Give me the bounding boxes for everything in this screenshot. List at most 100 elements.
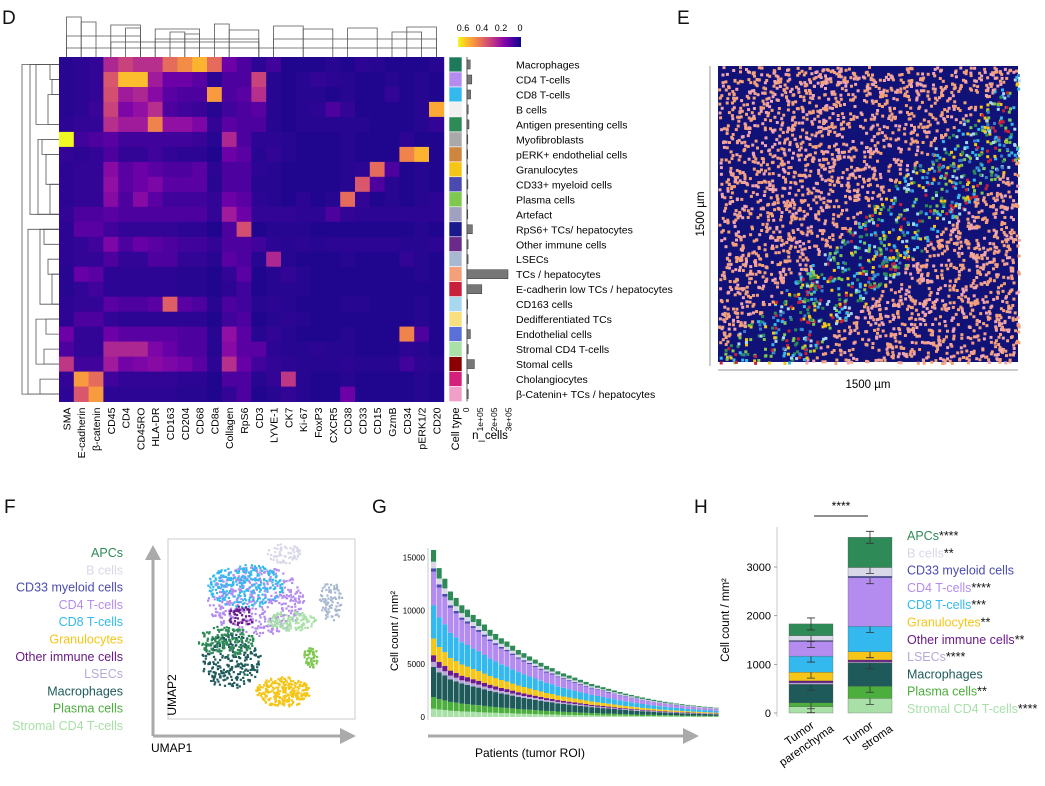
spatial-cell-dot <box>972 219 976 223</box>
spatial-cell-dot <box>828 245 832 249</box>
spatial-cell-dot <box>942 157 946 161</box>
spatial-cell-dot <box>885 136 889 140</box>
spatial-cell-dot <box>955 222 959 226</box>
spatial-cell-dot <box>924 212 928 216</box>
umap-point <box>258 620 261 623</box>
spatial-cell-dot <box>769 119 773 123</box>
spatial-cell-dot <box>974 197 978 201</box>
heatmap-cell <box>162 161 178 178</box>
heatmap-cell <box>236 311 252 328</box>
umap-point <box>255 632 258 635</box>
heatmap-cell <box>177 131 193 148</box>
spatial-cell-dot <box>980 74 984 78</box>
spatial-cell-dot <box>881 230 885 234</box>
spatial-cell-dot <box>771 179 775 183</box>
heatmap-cell <box>310 341 326 357</box>
spatial-cell-dot <box>739 238 743 242</box>
spatial-cell-dot <box>884 75 888 79</box>
spatial-cell-dot <box>766 73 769 77</box>
heatmap-cell <box>236 206 252 223</box>
heatmap-cell <box>429 221 445 238</box>
spatial-cell-dot <box>969 337 973 341</box>
spatial-cell-dot <box>735 87 739 91</box>
spatial-cell-dot <box>863 166 867 170</box>
spatial-cell-dot <box>958 109 962 112</box>
spatial-cell-dot <box>751 227 754 231</box>
spatial-cell-dot <box>915 160 919 164</box>
umap-point <box>227 567 230 570</box>
spatial-cell-dot <box>829 70 833 74</box>
heatmap-cell <box>399 176 415 193</box>
spatial-cell-dot <box>760 73 764 77</box>
spatial-cell-dot <box>841 150 844 154</box>
spatial-cell-dot <box>878 253 882 257</box>
umap-point <box>259 623 262 626</box>
spatial-cell-dot <box>994 212 998 215</box>
umap-point <box>225 582 228 585</box>
spatial-cell-dot <box>996 236 1000 240</box>
spatial-cell-dot <box>772 84 776 88</box>
spatial-cell-dot <box>770 212 774 216</box>
heatmap-cell-type-label: pERK+ endothelial cells <box>516 149 627 161</box>
umap-point <box>270 600 273 603</box>
spatial-cell-dot <box>823 222 827 226</box>
umap-point <box>264 595 267 598</box>
spatial-cell-dot <box>993 129 997 133</box>
umap-point <box>231 588 234 591</box>
umap-point <box>269 598 272 601</box>
heatmap-cell-type-label: β-Catenin+ TCs / hepatocytes <box>516 389 655 401</box>
spatial-cell-dot <box>917 125 921 129</box>
spatial-cell-dot <box>999 124 1003 127</box>
spatial-cell-dot <box>929 328 933 332</box>
spatial-cell-dot <box>980 147 984 151</box>
heatmap-cell <box>177 72 193 88</box>
spatial-cell-dot <box>906 327 910 331</box>
heatmap-cell-type-label: Endothelial cells <box>516 329 592 341</box>
spatial-cell-dot <box>754 261 758 265</box>
spatial-cell-dot <box>751 191 755 195</box>
spatial-cell-dot <box>802 317 806 321</box>
spatial-cell-dot <box>822 127 825 131</box>
spatial-cell-dot <box>941 230 945 234</box>
spatial-cell-dot <box>969 126 973 130</box>
spatial-cell-dot <box>720 158 724 162</box>
spatial-cell-dot <box>783 141 787 145</box>
heatmap-cell <box>384 281 400 298</box>
umap-point <box>251 618 254 621</box>
spatial-cell-dot <box>969 196 973 200</box>
spatial-cell-dot <box>846 240 850 244</box>
spatial-cell-dot <box>995 295 999 299</box>
spatial-cell-dot <box>872 172 876 176</box>
spatial-cell-dot <box>741 216 745 220</box>
spatial-cell-dot <box>856 182 860 186</box>
umap-point <box>294 597 297 600</box>
umap-point <box>266 606 269 609</box>
spatial-cell-dot <box>997 291 1000 295</box>
spatial-cell-dot <box>859 211 863 215</box>
spatial-cell-dot <box>769 354 773 358</box>
spatial-cell-dot <box>985 256 989 260</box>
spatial-cell-dot <box>894 138 898 142</box>
umap-point <box>288 609 291 612</box>
spatial-cell-dot <box>966 240 970 244</box>
spatial-cell-dot <box>980 78 983 82</box>
spatial-cell-dot <box>737 333 741 337</box>
spatial-cell-dot <box>946 357 949 361</box>
spatial-cell-dot <box>877 358 881 362</box>
spatial-cell-dot <box>727 230 731 234</box>
spatial-cell-dot <box>739 70 742 74</box>
spatial-cell-dot <box>951 175 955 178</box>
umap-point <box>259 566 262 569</box>
heatmap-cell <box>355 311 371 328</box>
spatial-cell-dot <box>999 103 1003 106</box>
spatial-cell-dot <box>955 266 959 270</box>
spatial-cell-dot <box>986 248 990 252</box>
spatial-cell-dot <box>879 282 883 286</box>
spatial-cell-dot <box>991 166 995 170</box>
heatmap-cell <box>295 206 311 223</box>
spatial-cell-dot <box>898 213 902 217</box>
heatmap-cell <box>325 221 341 238</box>
spatial-cell-dot <box>827 205 831 209</box>
spatial-cell-dot <box>865 233 869 237</box>
heatmap-cell <box>340 371 356 387</box>
